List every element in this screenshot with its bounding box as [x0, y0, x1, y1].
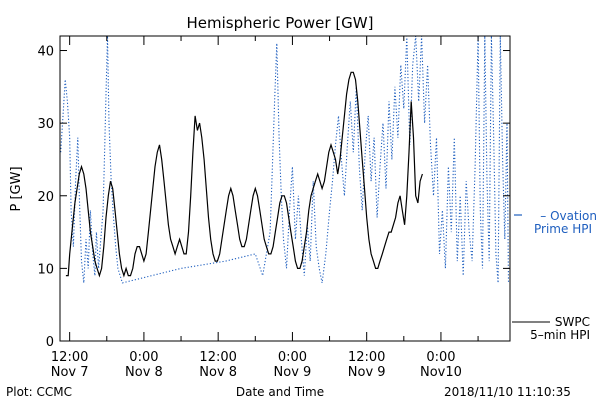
series-layer	[60, 36, 510, 284]
series-line-0	[60, 36, 510, 284]
plot-source-label: Plot: CCMC	[6, 385, 72, 399]
x-tick-label: 12:00	[51, 350, 88, 365]
x-tick-label: 0:00	[278, 350, 307, 365]
chart-title: Hemispheric Power [GW]	[187, 14, 374, 32]
y-tick-label: 10	[37, 262, 54, 277]
x-tick-label-date: Nov 7	[51, 365, 89, 380]
x-axis-label: Date and Time	[236, 385, 324, 399]
plot-frame	[59, 35, 511, 342]
y-tick-label: 30	[37, 117, 54, 132]
timestamp-label: 2018/11/10 11:10:35	[444, 385, 571, 399]
x-tick-label: 0:00	[426, 350, 455, 365]
legend-swpc-line2: 5–min HPI	[530, 328, 590, 342]
y-tick-label: 20	[37, 190, 54, 205]
y-tick-label: 0	[46, 335, 54, 350]
series-line-1	[65, 71, 423, 278]
y-axis-label: P [GW]	[9, 166, 24, 211]
x-tick-label-date: Nov 8	[199, 365, 237, 380]
y-tick-label: 40	[37, 45, 54, 60]
x-tick-label-date: Nov10	[420, 365, 462, 380]
legend-swpc-line1: SWPC	[555, 315, 590, 329]
x-tick-label-date: Nov 9	[348, 365, 386, 380]
x-tick-label: 12:00	[199, 350, 236, 365]
legend-ovation-line1: – Ovation	[540, 209, 597, 223]
x-tick-label-date: Nov 9	[274, 365, 312, 380]
x-tick-label: 12:00	[348, 350, 385, 365]
x-tick-label: 0:00	[129, 350, 158, 365]
x-tick-label-date: Nov 8	[125, 365, 163, 380]
legend-ovation-line2: Prime HPI	[534, 222, 592, 236]
